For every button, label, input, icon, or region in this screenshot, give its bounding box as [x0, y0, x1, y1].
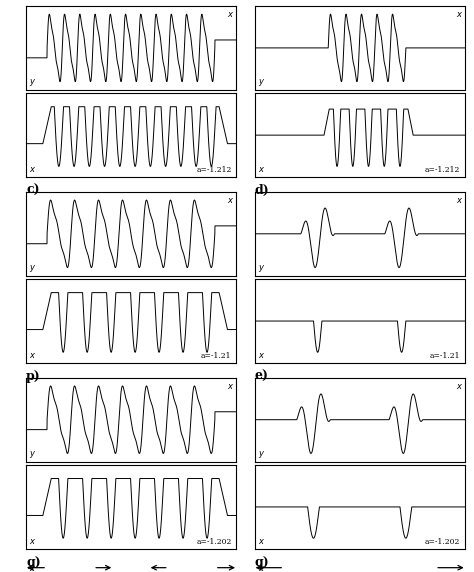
Text: y: y: [29, 77, 34, 86]
Text: q): q): [255, 556, 270, 569]
Text: x: x: [258, 165, 263, 174]
Text: y: y: [258, 448, 263, 458]
Text: a=-1.21: a=-1.21: [430, 352, 460, 360]
Text: a=-1.202: a=-1.202: [425, 538, 460, 546]
Text: x: x: [29, 537, 34, 546]
Text: x: x: [258, 193, 263, 201]
Text: x: x: [228, 10, 233, 19]
Text: x: x: [456, 382, 461, 391]
Text: a=-1.202: a=-1.202: [196, 538, 232, 546]
Text: x: x: [258, 565, 263, 572]
Text: x: x: [258, 351, 263, 360]
Text: y: y: [29, 263, 34, 272]
Text: p): p): [26, 370, 41, 383]
Text: x: x: [29, 565, 34, 572]
Text: g): g): [26, 556, 41, 569]
Text: x: x: [29, 165, 34, 174]
Text: e): e): [255, 370, 269, 383]
Text: x: x: [456, 196, 461, 205]
Text: y: y: [258, 263, 263, 272]
Text: x: x: [228, 196, 233, 205]
Text: x: x: [29, 193, 34, 201]
Text: x: x: [29, 351, 34, 360]
Text: x: x: [228, 382, 233, 391]
Text: a=-1.21: a=-1.21: [201, 352, 232, 360]
Text: y: y: [29, 448, 34, 458]
Text: x: x: [29, 379, 34, 387]
Text: x: x: [456, 10, 461, 19]
Text: a=-1.212: a=-1.212: [196, 166, 232, 174]
Text: a=-1.212: a=-1.212: [425, 166, 460, 174]
Text: d): d): [255, 184, 270, 197]
Text: x: x: [258, 537, 263, 546]
Text: x: x: [258, 379, 263, 387]
Text: y: y: [258, 77, 263, 86]
Text: c): c): [26, 184, 40, 197]
